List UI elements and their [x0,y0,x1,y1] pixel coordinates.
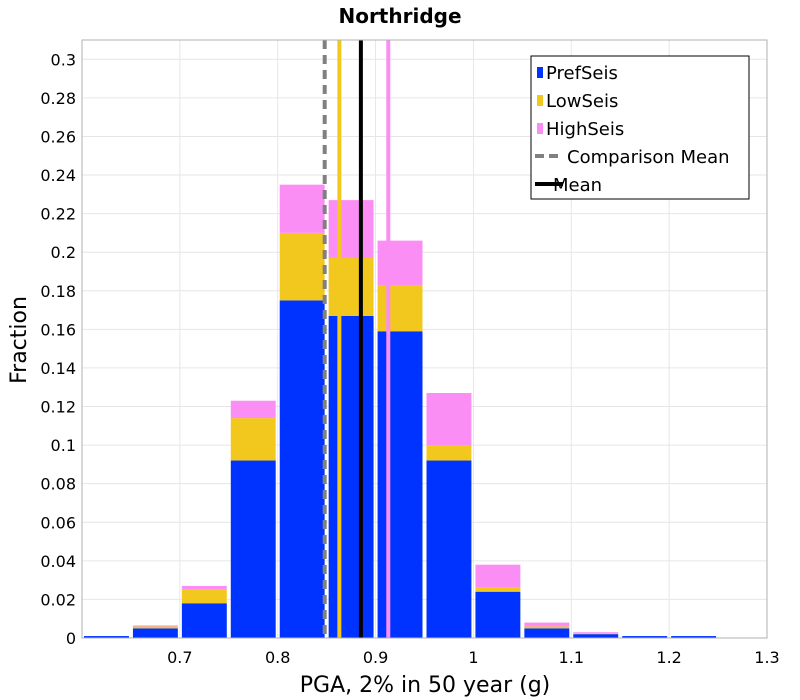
axis-ticks: 0 0.02 0.04 0.06 0.08 0.1 0.12 0.14 0.16 0.18 0.2 0… [40,50,779,667]
bar-prefseis [377,331,423,638]
legend-label-comparison-mean: Comparison Mean [567,147,730,168]
bar-prefseis [475,591,521,638]
legend-label-highseis: HighSeis [546,119,624,140]
bar-highseis [524,622,570,627]
bar-highseis [230,400,276,419]
bar-highseis [475,564,521,588]
y-tick-label: 0.12 [40,398,76,417]
x-tick-label: 0.8 [265,648,290,667]
legend: PrefSeis LowSeis HighSeis Comparison Mean Me… [530,55,750,200]
y-tick-label: 0.06 [40,513,76,532]
y-tick-label: 0.08 [40,475,76,494]
bar-prefseis [573,634,619,638]
x-tick-label: 1 [468,648,478,667]
y-tick-label: 0.04 [40,552,76,571]
y-tick-label: 0.14 [40,359,76,378]
y-tick-label: 0.1 [51,436,76,455]
bar-prefseis [84,636,129,638]
y-tick-label: 0.24 [40,166,76,185]
legend-swatch-highseis [537,123,543,134]
y-tick-label: 0.2 [51,243,76,262]
x-axis-label: PGA, 2% in 50 year (g) [300,673,551,698]
y-tick-label: 0 [66,629,76,648]
bar-highseis [377,240,423,285]
x-tick-label: 1.3 [754,648,779,667]
y-tick-label: 0.3 [51,50,76,69]
bar-highseis [328,200,374,258]
bar-prefseis [426,460,472,638]
bar-lowseis [230,418,276,461]
bar-prefseis [622,636,668,638]
legend-swatch-lowseis [537,95,543,106]
legend-box [530,55,750,200]
y-tick-label: 0.16 [40,320,76,339]
x-tick-label: 0.7 [167,648,192,667]
reference-lines [322,40,391,638]
x-tick-label: 1.2 [656,648,681,667]
y-tick-label: 0.26 [40,127,76,146]
bar-lowseis [475,587,521,592]
y-tick-label: 0.28 [40,89,76,108]
x-tick-label: 0.9 [363,648,388,667]
bar-prefseis [230,460,276,638]
y-tick-label: 0.02 [40,590,76,609]
y-tick-label: 0.18 [40,282,76,301]
legend-swatch-prefseis [537,67,543,78]
y-axis-label: Fraction [7,296,32,384]
legend-label-prefseis: PrefSeis [546,63,618,84]
bar-highseis [279,184,325,233]
plot-frame [81,39,768,639]
x-tick-label: 1.1 [559,648,584,667]
bar-highseis [426,393,472,446]
bar-prefseis [181,603,227,638]
legend-label-lowseis: LowSeis [546,91,618,112]
bar-lowseis [426,445,472,461]
bar-prefseis [328,315,374,638]
bar-lowseis [279,232,325,301]
bar-lowseis [328,257,374,316]
y-tick-label: 0.22 [40,205,76,224]
chart-title: Northridge [338,4,461,28]
bar-highseis [181,585,227,590]
bar-highseis [573,632,619,634]
bar-prefseis [132,628,178,638]
bar-highseis [132,625,178,627]
bar-prefseis [524,628,570,638]
bar-lowseis [181,589,227,604]
legend-label-mean: Mean [553,175,602,196]
bar-lowseis [377,284,423,332]
bar-lowseis [524,626,570,629]
bars [84,184,717,638]
bar-lowseis [132,626,178,629]
bar-lowseis [573,633,619,635]
bar-prefseis [279,300,325,638]
bar-prefseis [671,636,717,638]
